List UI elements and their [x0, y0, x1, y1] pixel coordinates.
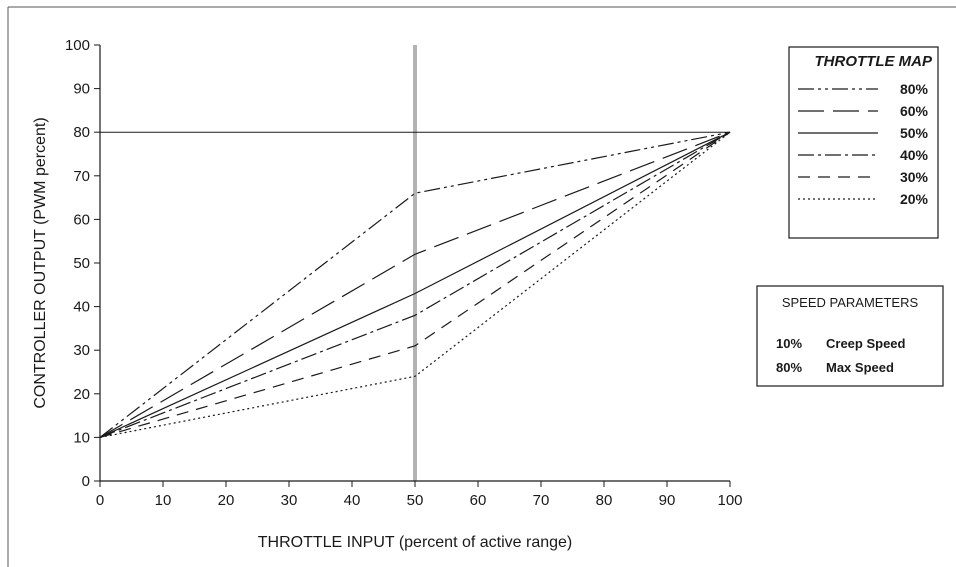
series-line-40-pct	[99, 131, 731, 438]
axis-layer: 0 10 20 30 40 50 60 70 80 90 100 0 10 20 30 40 50 60 70 80 9…	[65, 37, 743, 509]
legend-title: THROTTLE MAP	[815, 53, 933, 70]
x-tick-label: 10	[155, 492, 172, 509]
series-line-60-pct	[99, 131, 731, 438]
y-tick-label: 50	[73, 255, 90, 272]
legend-label-40-pct: 40%	[900, 147, 929, 163]
x-tick-label: 100	[717, 492, 742, 509]
y-tick-label: 70	[73, 168, 90, 185]
legend-label-30-pct: 30%	[900, 169, 929, 185]
legend-entries: 80% 60% 50% 40% 30% 20%	[798, 81, 929, 207]
y-tick-label: 0	[82, 473, 90, 490]
x-tick-label: 40	[344, 492, 361, 509]
y-tick-label: 30	[73, 342, 90, 359]
speed-parameters-box: SPEED PARAMETERS 10% Creep Speed 80% Max…	[756, 285, 944, 387]
x-tick-label: 0	[96, 492, 104, 509]
series-line-80-pct	[99, 131, 731, 438]
x-axis-title: THROTTLE INPUT (percent of active range)	[258, 534, 572, 551]
max-speed-label: Max Speed	[826, 360, 894, 375]
x-tick-label: 20	[218, 492, 235, 509]
series-line-20-pct	[99, 131, 731, 438]
creep-speed-label: Creep Speed	[826, 336, 906, 351]
y-tick-label: 80	[73, 124, 90, 141]
y-tick-label: 60	[73, 211, 90, 228]
legend-label-50-pct: 50%	[900, 125, 929, 141]
max-speed-value: 80%	[776, 360, 802, 375]
x-tick-label: 50	[407, 492, 424, 509]
y-tick-label: 20	[73, 386, 90, 403]
legend-box	[788, 46, 939, 239]
plot-layer	[99, 45, 731, 481]
speed-parameters-frame	[756, 285, 944, 387]
x-tick-label: 60	[470, 492, 487, 509]
series-line-30-pct	[99, 131, 731, 438]
y-axis-title: CONTROLLER OUTPUT (PWM percent)	[32, 117, 49, 408]
y-tick-label: 100	[65, 37, 90, 54]
x-tick-label: 80	[596, 492, 613, 509]
legend-label-20-pct: 20%	[900, 191, 929, 207]
x-tick-label: 70	[533, 492, 550, 509]
legend-label-60-pct: 60%	[900, 103, 929, 119]
legend-label-80-pct: 80%	[900, 81, 929, 97]
x-tick-label: 90	[659, 492, 676, 509]
y-tick-label: 10	[73, 429, 90, 446]
y-tick-label: 90	[73, 81, 90, 98]
creep-speed-value: 10%	[776, 336, 802, 351]
series-line-50-pct	[99, 131, 731, 438]
speed-parameters-title: SPEED PARAMETERS	[782, 295, 919, 310]
y-tick-label: 40	[73, 299, 90, 316]
x-tick-label: 30	[281, 492, 298, 509]
legend: THROTTLE MAP 80% 60% 50% 40% 30% 20%	[788, 46, 939, 239]
